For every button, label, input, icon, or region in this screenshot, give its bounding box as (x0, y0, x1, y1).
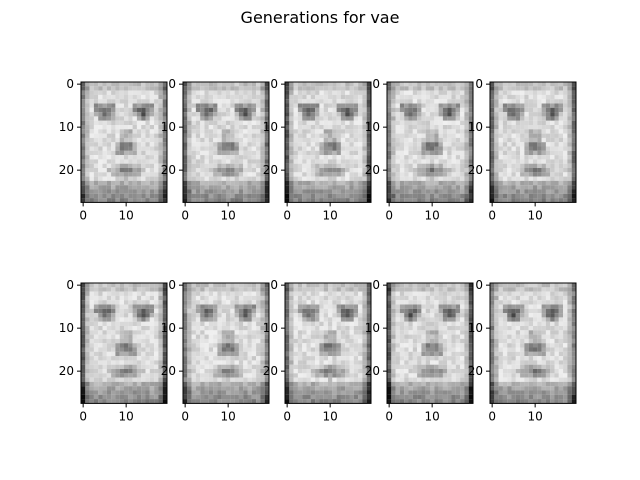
face-image (183, 82, 270, 203)
y-tick-label: 20 (468, 163, 483, 177)
y-tick-label: 10 (468, 120, 483, 134)
y-tick-label: 20 (263, 163, 278, 177)
axes-frame (489, 81, 577, 203)
x-tick-label: 10 (221, 409, 236, 423)
axes-frame (182, 81, 270, 203)
face-image (387, 283, 474, 404)
y-tick-label: 0 (372, 77, 380, 91)
x-tick-label: 10 (323, 208, 338, 222)
x-tick-label: 10 (221, 208, 236, 222)
face-panel-0-2: 0 10 20 0 10 (263, 77, 372, 222)
x-tick-label: 10 (119, 409, 134, 423)
axes-frame (284, 282, 372, 404)
x-tick-label: 0 (181, 208, 189, 222)
axes-frame (80, 81, 168, 203)
face-image (285, 283, 372, 404)
y-tick-label: 20 (161, 364, 176, 378)
y-tick-label: 0 (66, 77, 74, 91)
face-panel-0-4: 0 10 20 0 10 (468, 77, 577, 222)
axes-frame (386, 81, 474, 203)
y-tick-label: 0 (270, 77, 278, 91)
face-image (387, 82, 474, 203)
x-tick-label: 10 (528, 208, 543, 222)
y-tick-label: 10 (161, 120, 176, 134)
x-tick-label: 10 (425, 409, 440, 423)
face-panel-0-0: 0 10 20 0 10 (59, 77, 168, 222)
y-tick-label: 10 (365, 321, 380, 335)
y-tick-label: 0 (372, 278, 380, 292)
x-tick-label: 0 (283, 409, 291, 423)
face-image (285, 82, 372, 203)
y-tick-label: 0 (475, 77, 483, 91)
x-tick-label: 0 (181, 409, 189, 423)
y-tick-label: 20 (365, 163, 380, 177)
face-image (81, 283, 168, 404)
y-tick-label: 10 (161, 321, 176, 335)
y-tick-label: 0 (168, 278, 176, 292)
y-tick-label: 20 (263, 364, 278, 378)
y-tick-label: 10 (263, 120, 278, 134)
face-image (81, 82, 168, 203)
x-tick-label: 0 (488, 409, 496, 423)
y-tick-label: 20 (468, 364, 483, 378)
y-tick-label: 20 (59, 163, 74, 177)
x-tick-label: 0 (79, 208, 87, 222)
y-tick-label: 10 (263, 321, 278, 335)
x-tick-label: 0 (385, 409, 393, 423)
x-tick-label: 10 (528, 409, 543, 423)
y-tick-label: 20 (365, 364, 380, 378)
axes-frame (284, 81, 372, 203)
y-tick-label: 0 (270, 278, 278, 292)
x-tick-label: 10 (323, 409, 338, 423)
x-tick-label: 0 (488, 208, 496, 222)
face-panel-0-1: 0 10 20 0 10 (161, 77, 270, 222)
axes-frame (489, 282, 577, 404)
y-tick-label: 10 (59, 321, 74, 335)
axes-frame (386, 282, 474, 404)
face-panel-1-0: 0 10 20 0 10 (59, 278, 168, 423)
y-tick-label: 0 (168, 77, 176, 91)
y-tick-label: 20 (59, 364, 74, 378)
y-tick-label: 20 (161, 163, 176, 177)
x-tick-label: 0 (283, 208, 291, 222)
y-tick-label: 10 (59, 120, 74, 134)
x-tick-label: 0 (385, 208, 393, 222)
face-panel-1-1: 0 10 20 0 10 (161, 278, 270, 423)
face-panel-1-3: 0 10 20 0 10 (365, 278, 474, 423)
x-tick-label: 0 (79, 409, 87, 423)
axes-frame (182, 282, 270, 404)
face-image (490, 82, 577, 203)
figure-title: Generations for vae (240, 8, 400, 27)
x-tick-label: 10 (425, 208, 440, 222)
face-panel-1-2: 0 10 20 0 10 (263, 278, 372, 423)
face-image (490, 283, 577, 404)
axes-frame (80, 282, 168, 404)
y-tick-label: 0 (475, 278, 483, 292)
face-image (183, 283, 270, 404)
face-panel-1-4: 0 10 20 0 10 (468, 278, 577, 423)
face-panel-0-3: 0 10 20 0 10 (365, 77, 474, 222)
x-tick-label: 10 (119, 208, 134, 222)
y-tick-label: 10 (468, 321, 483, 335)
y-tick-label: 10 (365, 120, 380, 134)
y-tick-label: 0 (66, 278, 74, 292)
